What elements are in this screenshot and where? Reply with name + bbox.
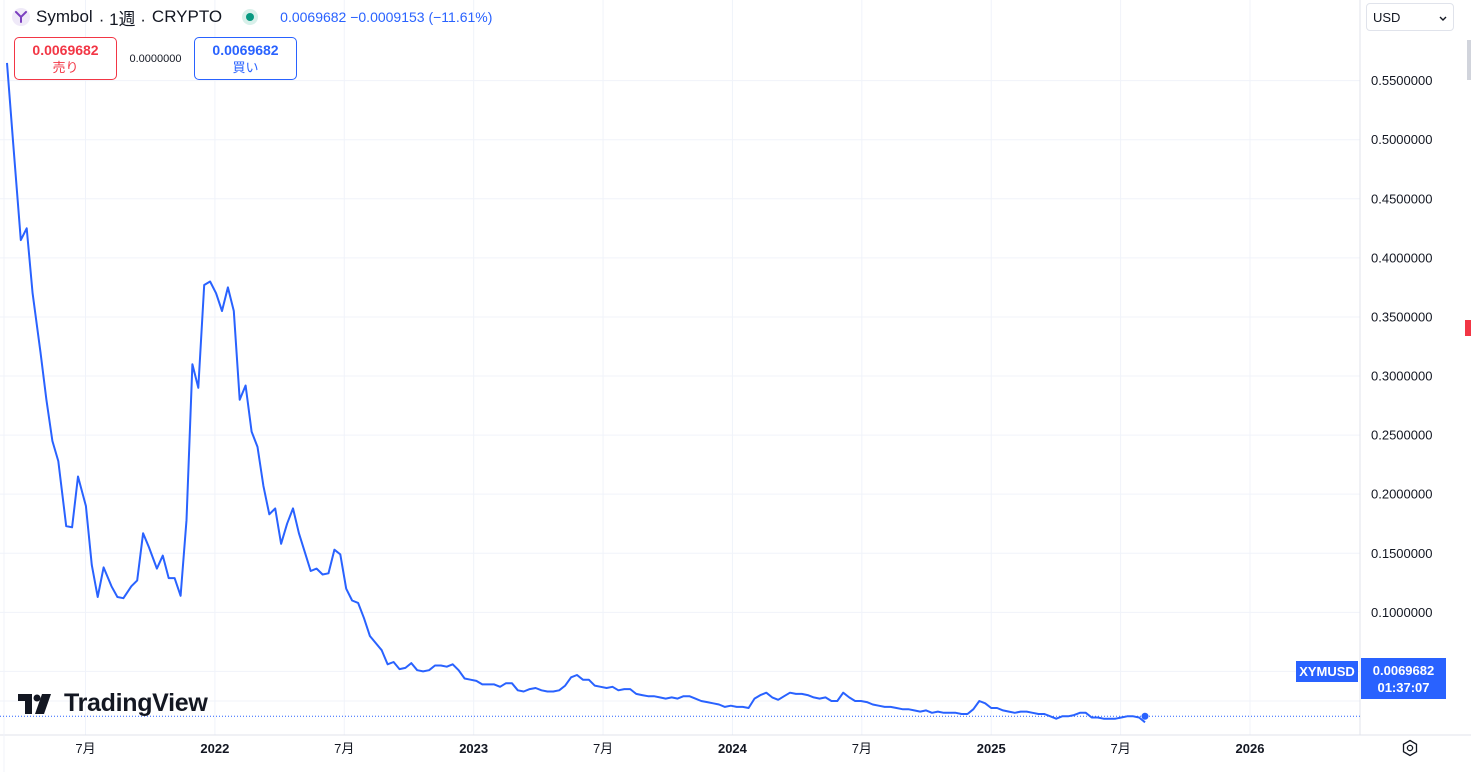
tradingview-logo-icon (18, 693, 51, 714)
y-tick-label: 0.3500000 (1371, 309, 1432, 324)
chevron-down-icon (1439, 10, 1447, 25)
buy-label: 買い (232, 59, 259, 75)
y-tick-label: 0.4000000 (1371, 250, 1432, 265)
x-tick-label: 2024 (718, 741, 748, 756)
y-tick-label: 0.5000000 (1371, 132, 1432, 147)
sell-label: 売り (52, 59, 79, 75)
grid (0, 0, 1360, 735)
quote-values: 0.0069682 −0.0009153 (−11.61%) (280, 9, 493, 25)
price-axis[interactable]: 0.5500000 0.5000000 0.4500000 0.4000000 0.35… (1371, 73, 1432, 679)
currency-select[interactable]: USD (1366, 3, 1454, 31)
symbol-header: Symbol · 1週 · CRYPTO 0.0069682 −0.000915… (12, 6, 493, 29)
brand-name: TradingView (64, 689, 208, 717)
symbol-logo-icon (12, 8, 30, 26)
y-tick-label: 0.2500000 (1371, 428, 1432, 443)
spread-value: 0.0000000 (129, 52, 182, 65)
sell-price: 0.0069682 (32, 41, 99, 58)
settings-icon (1402, 739, 1418, 757)
y-tick-label: 0.5500000 (1371, 73, 1432, 88)
symbol-name[interactable]: Symbol (36, 7, 93, 26)
last-price-value: 0.0069682 (1372, 662, 1435, 678)
x-tick-label: 7月 (334, 741, 354, 756)
bar-countdown: 01:37:07 (1377, 679, 1430, 695)
x-tick-label: 7月 (852, 741, 872, 756)
currency-value: USD (1373, 9, 1401, 25)
y-tick-label: 0.3000000 (1371, 369, 1432, 384)
x-tick-label: 7月 (593, 741, 613, 756)
x-tick-label: 2025 (977, 741, 1006, 756)
x-tick-label: 7月 (75, 741, 95, 756)
y-tick-label: 0.2000000 (1371, 487, 1432, 502)
y-tick-label: 0.1000000 (1371, 605, 1432, 620)
interval-label[interactable]: · 1週 · (98, 9, 146, 29)
symbol-price-tag: XYMUSD (1296, 661, 1358, 682)
x-tick-label: 7月 (1110, 741, 1130, 756)
exchange-label: CRYPTO (151, 7, 223, 26)
price-series-line[interactable] (6, 62, 1146, 724)
y-tick-label: 0.4500000 (1371, 191, 1432, 206)
last-price-label: 0.0069682 01:37:07 (1361, 658, 1446, 699)
last-price-point (1141, 712, 1149, 720)
trade-panel: 0.0069682 売り 0.0000000 0.0069682 買い (14, 37, 297, 80)
chart-settings-button[interactable] (1398, 736, 1422, 760)
buy-price: 0.0069682 (212, 41, 279, 58)
sell-button[interactable]: 0.0069682 売り (14, 37, 117, 80)
x-tick-label: 2026 (1236, 741, 1265, 756)
side-scroll-handle[interactable] (1467, 40, 1471, 80)
market-status-icon[interactable] (242, 9, 259, 25)
tradingview-logo[interactable]: TradingView (18, 689, 208, 718)
time-axis[interactable]: 7月 2022 7月 2023 7月 2024 7月 2025 7月 2026 (75, 741, 1264, 756)
x-tick-label: 2023 (459, 741, 488, 756)
x-tick-label: 2022 (200, 741, 229, 756)
y-tick-label: 0.1500000 (1371, 546, 1432, 561)
alert-marker[interactable] (1465, 320, 1471, 336)
buy-button[interactable]: 0.0069682 買い (194, 37, 297, 80)
